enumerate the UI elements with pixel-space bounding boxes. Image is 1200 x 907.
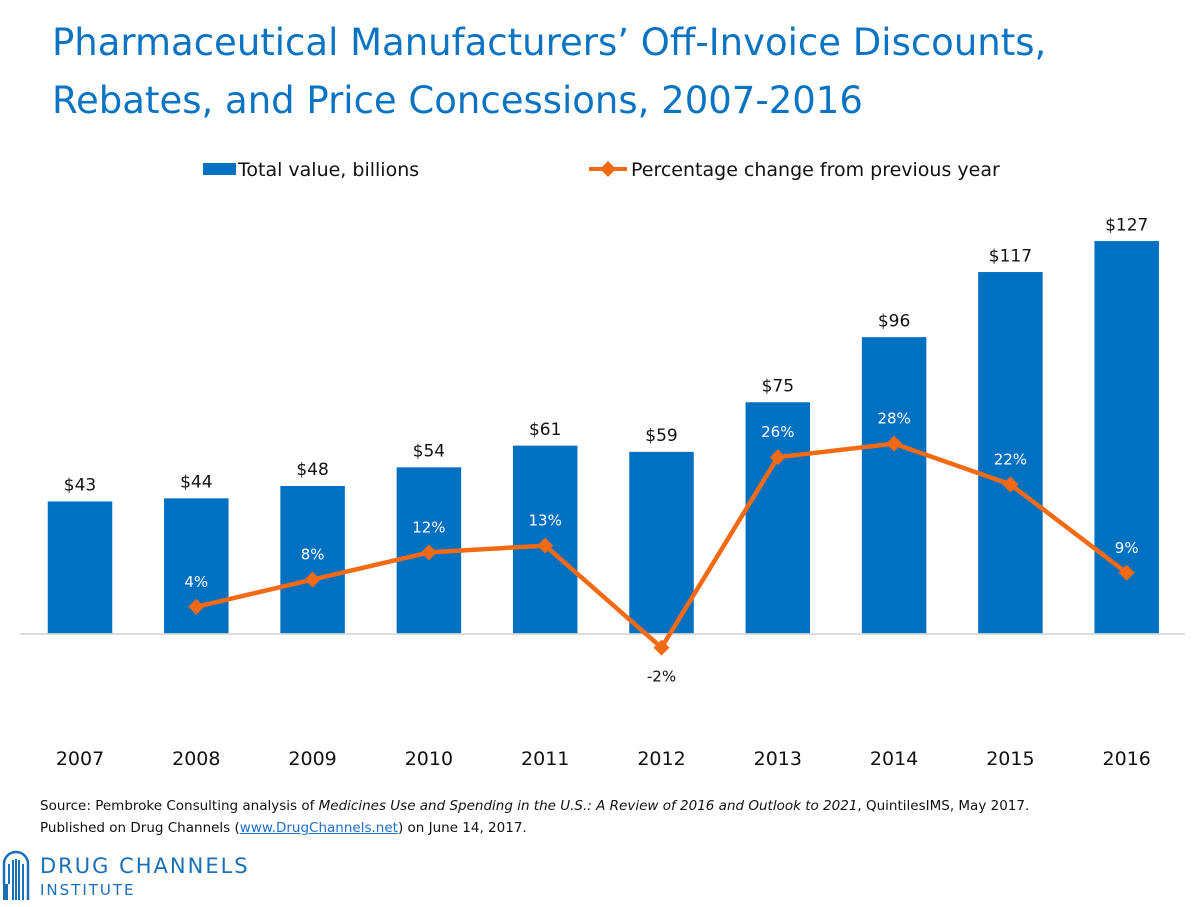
source-report-title: Medicines Use and Spending in the U.S.: … (318, 798, 858, 814)
bar-value-label-2016: $127 (1105, 215, 1148, 235)
bar-value-label-2012: $59 (645, 426, 677, 446)
legend: Total value, billions Percentage change … (203, 159, 1000, 181)
chart-title: Pharmaceutical Manufacturers’ Off-Invoic… (52, 14, 1172, 130)
bar-2014 (860, 335, 928, 635)
percentage-label-2012: -2% (647, 668, 676, 686)
percentage-point-2011 (537, 537, 554, 554)
x-tick-label-2015: 2015 (986, 748, 1034, 770)
drugchannels-link[interactable]: www.DrugChannels.net (239, 820, 398, 836)
logo-text-drug-channels: DRUG CHANNELS (40, 854, 250, 878)
drug-channels-institute-logo: DRUG CHANNELS INSTITUTE (0, 848, 280, 904)
legend-item-percentage-change: Percentage change from previous year (589, 159, 1000, 181)
percentage-point-2008 (188, 598, 205, 615)
legend-marker-percentage-change (600, 161, 616, 177)
bar-value-label-2010: $54 (413, 442, 445, 462)
source-prefix: Source: Pembroke Consulting analysis of (40, 798, 319, 814)
x-tick-label-2013: 2013 (754, 748, 802, 770)
percentage-point-2013 (769, 449, 786, 466)
percentage-point-2014 (886, 435, 903, 452)
bars-layer (46, 239, 1161, 635)
percentage-point-2009 (304, 571, 321, 588)
published-suffix: ) on June 14, 2017. (397, 820, 527, 836)
bar-2012 (627, 450, 696, 635)
percentage-label-2016: 9% (1115, 539, 1139, 557)
bar-value-label-2007: $43 (64, 476, 96, 496)
source-note: Source: Pembroke Consulting analysis of … (40, 795, 1170, 839)
x-tick-label-2011: 2011 (521, 748, 569, 770)
bar-value-label-2008: $44 (180, 473, 212, 493)
percentage-label-2008: 4% (184, 573, 208, 591)
labels-layer: $43 $44 $48 $54 $61 $59 $75 $96 $117 $127 4% 8% 12% 1… (64, 215, 1149, 685)
bar-2009 (278, 484, 347, 635)
published-prefix: Published on Drug Channels ( (40, 820, 240, 836)
logo-columns-icon (1, 850, 30, 900)
x-tick-label-2008: 2008 (172, 748, 220, 770)
source-line-1: Source: Pembroke Consulting analysis of … (40, 795, 1170, 817)
x-tick-label-2012: 2012 (637, 748, 685, 770)
percentage-label-2011: 13% (529, 512, 562, 530)
percentage-point-2010 (420, 544, 437, 561)
bar-value-label-2014: $96 (878, 311, 910, 331)
combo-chart: Total value, billions Percentage change … (20, 159, 1185, 770)
percentage-label-2010: 12% (412, 518, 445, 536)
x-tick-label-2009: 2009 (288, 748, 336, 770)
percentage-point-2016 (1118, 564, 1135, 581)
legend-label-total-value: Total value, billions (237, 159, 419, 181)
x-tick-label-2007: 2007 (56, 748, 104, 770)
x-tick-label-2016: 2016 (1103, 748, 1151, 770)
percentage-point-2015 (1002, 476, 1019, 493)
chart-title-line-2: Rebates, and Price Concessions, 2007-201… (52, 79, 863, 122)
percentage-label-2014: 28% (877, 410, 910, 428)
percentage-label-2015: 22% (994, 450, 1027, 468)
x-tick-label-2014: 2014 (870, 748, 918, 770)
source-line-2: Published on Drug Channels (www.DrugChan… (40, 817, 1170, 839)
chart-title-line-1: Pharmaceutical Manufacturers’ Off-Invoic… (52, 21, 1047, 64)
bar-2015 (976, 270, 1045, 635)
legend-swatch-total-value (203, 163, 236, 175)
bar-value-label-2015: $117 (989, 246, 1032, 266)
percentage-label-2013: 26% (761, 423, 794, 441)
source-suffix: , QuintilesIMS, May 2017. (857, 798, 1030, 814)
percentage-label-2009: 8% (301, 546, 325, 564)
x-tick-label-2010: 2010 (405, 748, 453, 770)
logo-text-institute: INSTITUTE (40, 881, 136, 899)
bar-2013 (744, 400, 812, 635)
bar-2007 (46, 499, 114, 635)
bar-value-label-2011: $61 (529, 420, 561, 440)
legend-label-percentage-change: Percentage change from previous year (631, 159, 1000, 181)
bar-value-label-2009: $48 (296, 460, 328, 480)
bar-value-label-2013: $75 (762, 377, 794, 397)
legend-item-total-value: Total value, billions (203, 159, 419, 181)
percentage-line-layer (188, 435, 1135, 656)
percentage-point-2012 (653, 639, 670, 656)
category-axis: 2007 2008 2009 2010 2011 2012 2013 2014 2015 2016 (56, 748, 1151, 770)
